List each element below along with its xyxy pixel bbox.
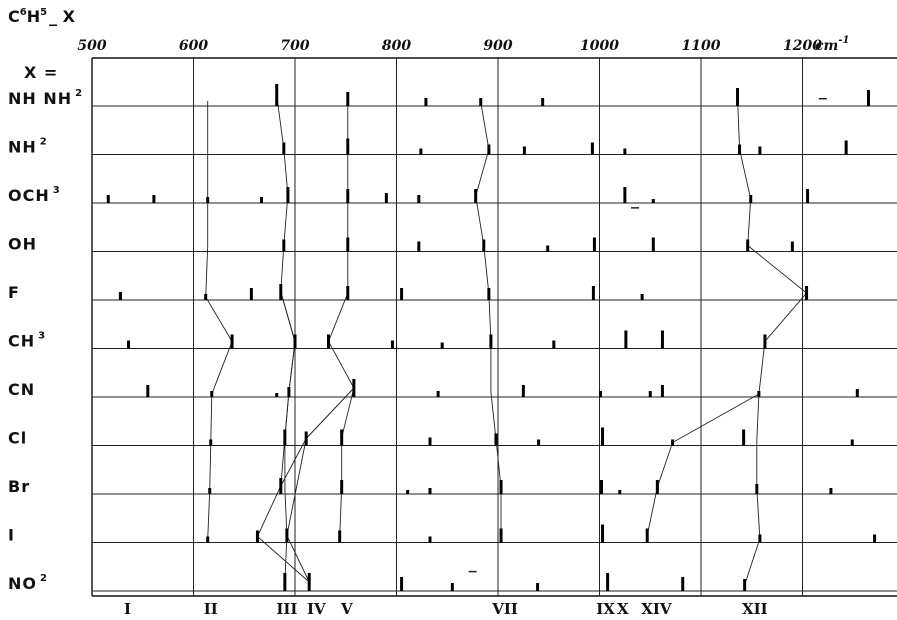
band-label: V [340, 600, 353, 618]
chart-title: C6H5 _ X [8, 7, 76, 26]
band-label: IX [596, 600, 615, 618]
connector-line [280, 99, 355, 487]
x-axis-ticks: 500 600 700 800 900 1000 1100 1200 [77, 38, 822, 54]
connector-line [286, 387, 355, 583]
band-label: IV [307, 600, 326, 618]
band-label: III [276, 600, 297, 618]
row-label: I [8, 526, 15, 545]
connector-line [646, 96, 808, 536]
band-label: VII [491, 600, 518, 618]
x-axis-unit: cm-1 [815, 35, 849, 54]
row-label: NH 2 [8, 137, 48, 157]
band-label: XII [742, 600, 768, 618]
grid [91, 57, 897, 597]
band-label: I [124, 600, 131, 618]
row-label: Cl [8, 429, 27, 448]
spectral-lines [106, 84, 877, 591]
row-header: X = [24, 63, 58, 82]
band-label: II [204, 600, 218, 618]
band-label: XIV [641, 600, 672, 618]
band-label: X [617, 600, 629, 618]
x-tick-label: 800 [382, 38, 411, 54]
x-tick-label: 1100 [682, 38, 721, 54]
band-labels: I II III IV V VII IX X XIV XII [124, 600, 768, 618]
row-label: NH NH 2 [8, 88, 83, 108]
row-label: CH 3 [8, 331, 46, 351]
x-tick-label: 1000 [580, 38, 619, 54]
stray-marks [468, 97, 827, 573]
row-label: Br [8, 477, 30, 496]
row-label: OCH 3 [8, 185, 61, 205]
row-label: NO 2 [8, 573, 48, 593]
x-tick-label: 700 [280, 38, 309, 54]
connector-line [475, 101, 502, 536]
connector-line [205, 101, 233, 540]
x-tick-label: 900 [483, 38, 512, 54]
x-tick-label: 500 [77, 38, 106, 54]
row-label: F [8, 283, 20, 302]
x-tick-label: 600 [179, 38, 208, 54]
row-label: CN [8, 380, 35, 399]
x-tick-label: 1200 [783, 38, 822, 54]
connector-line [256, 94, 310, 583]
row-label: OH [8, 235, 37, 254]
connector-line [339, 387, 355, 537]
row-labels: NH NH 2 NH 2 OCH 3 OH F CH 3 CN Cl Br I NO 2 [8, 88, 83, 593]
